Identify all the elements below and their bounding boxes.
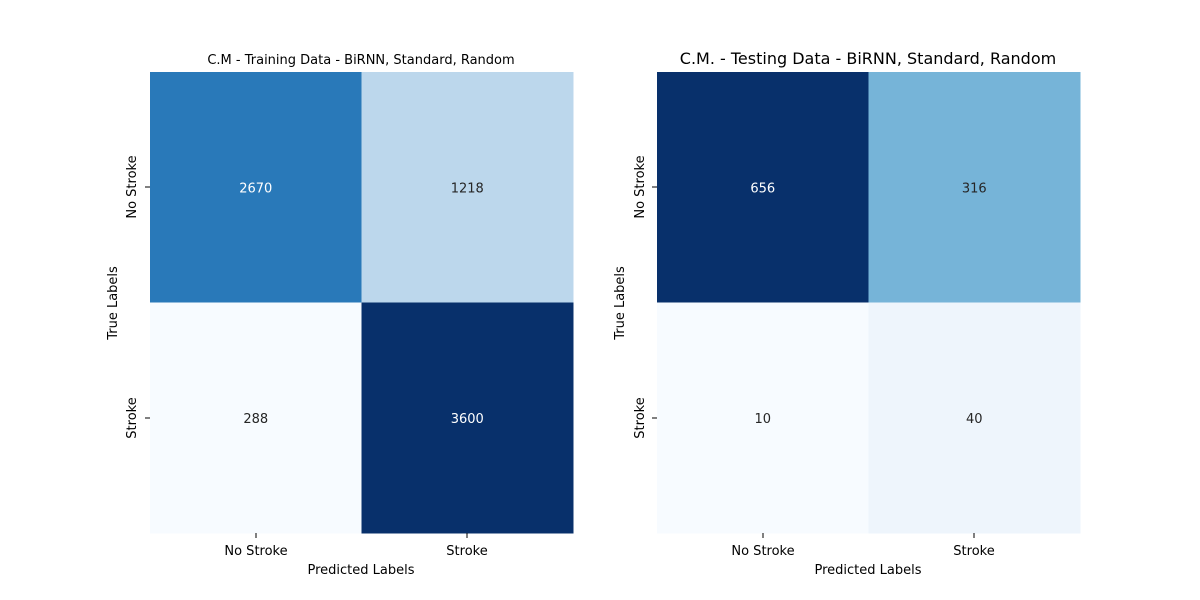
testing-x-tick-marks xyxy=(762,533,975,538)
training-y-tick-marks xyxy=(145,186,150,419)
training-confusion-matrix: C.M - Training Data - BiRNN, Standard, R… xyxy=(106,53,574,578)
testing-cells: 656 316 10 40 xyxy=(657,72,1081,534)
testing-chart-title: C.M. - Testing Data - BiRNN, Standard, R… xyxy=(680,49,1056,68)
testing-cell-stroke-stroke xyxy=(868,302,1081,534)
testing-x-axis-label: Predicted Labels xyxy=(814,563,921,578)
testing-cell-no-stroke-stroke-value: 316 xyxy=(962,181,987,196)
testing-cell-no-stroke-no-stroke xyxy=(657,72,869,303)
testing-cell-stroke-no-stroke-value: 10 xyxy=(754,412,771,427)
training-cell-no-stroke-stroke xyxy=(361,72,574,303)
testing-y-tick-marks xyxy=(652,186,657,419)
testing-y-axis-label: True Labels xyxy=(613,266,628,341)
training-chart-title: C.M - Training Data - BiRNN, Standard, R… xyxy=(207,53,514,68)
testing-cell-no-stroke-no-stroke-value: 656 xyxy=(750,181,775,196)
training-cell-no-stroke-no-stroke-value: 2670 xyxy=(239,181,272,196)
training-x-tick-label-stroke: Stroke xyxy=(446,544,487,559)
training-y-tick-label-no-stroke: No Stroke xyxy=(125,155,140,218)
training-x-tick-label-no-stroke: No Stroke xyxy=(224,544,287,559)
training-x-tick-marks xyxy=(255,533,468,538)
training-cell-no-stroke-no-stroke xyxy=(150,72,362,303)
training-cell-no-stroke-stroke-value: 1218 xyxy=(451,181,484,196)
training-y-axis-label: True Labels xyxy=(106,266,121,341)
testing-y-tick-label-stroke: Stroke xyxy=(633,397,648,438)
training-cell-stroke-no-stroke xyxy=(150,302,362,534)
training-cells: 2670 1218 288 3600 xyxy=(150,72,574,534)
testing-x-tick-label-stroke: Stroke xyxy=(953,544,994,559)
testing-x-tick-label-no-stroke: No Stroke xyxy=(731,544,794,559)
testing-y-tick-label-no-stroke: No Stroke xyxy=(633,155,648,218)
training-cell-stroke-stroke-value: 3600 xyxy=(451,412,484,427)
testing-cell-stroke-no-stroke xyxy=(657,302,869,534)
testing-confusion-matrix: C.M. - Testing Data - BiRNN, Standard, R… xyxy=(613,49,1081,578)
testing-cell-no-stroke-stroke xyxy=(868,72,1081,303)
training-y-tick-label-stroke: Stroke xyxy=(125,397,140,438)
training-cell-stroke-no-stroke-value: 288 xyxy=(243,412,268,427)
training-x-axis-label: Predicted Labels xyxy=(307,563,414,578)
testing-cell-stroke-stroke-value: 40 xyxy=(966,412,983,427)
training-cell-stroke-stroke xyxy=(361,302,574,534)
